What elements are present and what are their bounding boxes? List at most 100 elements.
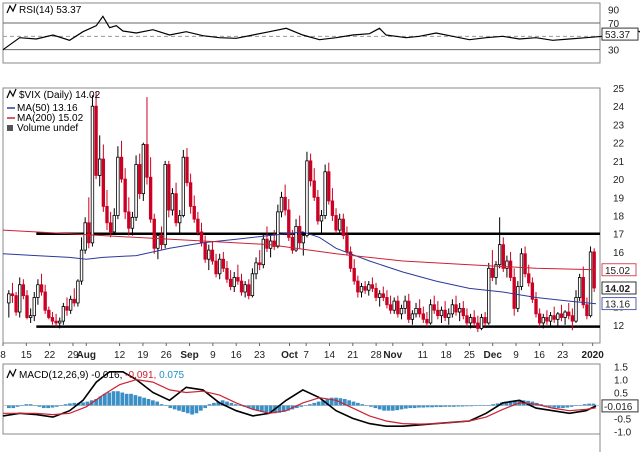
candle-body xyxy=(214,260,218,275)
candle-body xyxy=(385,297,389,306)
candle-body xyxy=(250,273,255,297)
candle-body xyxy=(119,156,124,180)
macd-histogram-bar xyxy=(111,391,116,406)
x-tick-label: 26 xyxy=(161,350,173,361)
candle-body xyxy=(61,306,66,322)
price-tick-label: 23 xyxy=(613,120,625,131)
macd-histogram-bar xyxy=(308,404,312,406)
macd-histogram-bar xyxy=(233,404,238,406)
candle-body xyxy=(152,218,156,249)
candle-body xyxy=(83,222,87,251)
candle-body xyxy=(232,277,236,287)
macd-histogram-bar xyxy=(342,399,347,406)
macd-histogram-bar xyxy=(37,405,42,407)
candle-body xyxy=(559,313,564,318)
macd-histogram-bar xyxy=(68,403,72,406)
macd-histogram-bar xyxy=(94,399,98,406)
candle-body xyxy=(159,235,164,246)
candle-body xyxy=(588,251,593,317)
macd-histogram-bar xyxy=(561,405,565,409)
candle-body xyxy=(261,238,265,266)
macd-header-value: 0.075 xyxy=(159,370,184,381)
macd-histogram-bar xyxy=(417,405,421,408)
candle-body xyxy=(512,277,516,309)
candle-body xyxy=(312,180,316,198)
macd-histogram-bar xyxy=(164,405,168,406)
candle-body xyxy=(552,315,556,320)
candle-body xyxy=(410,313,415,320)
macd-histogram-bar xyxy=(574,405,578,406)
macd-histogram-bar xyxy=(50,405,55,408)
candle-body xyxy=(221,258,226,269)
macd-histogram-bar xyxy=(59,405,64,406)
candle-body xyxy=(7,293,11,304)
candle-body xyxy=(487,267,491,324)
macd-histogram-bar xyxy=(543,405,548,406)
price-tick-label: 19 xyxy=(613,193,625,204)
macd-panel-frame xyxy=(2,363,601,435)
macd-histogram-bar xyxy=(347,400,352,406)
macd-histogram-bar xyxy=(404,405,408,409)
macd-histogram-bar xyxy=(238,405,242,406)
price-panel-frame xyxy=(2,87,601,344)
macd-histogram-bar xyxy=(281,405,286,412)
candle-body xyxy=(577,277,582,298)
candle-body xyxy=(47,309,51,318)
x-tick-label: 19 xyxy=(137,350,149,361)
candle-body xyxy=(228,278,233,287)
candle-body xyxy=(396,300,400,315)
candle-body xyxy=(581,277,585,306)
rsi-tick-label: 70 xyxy=(608,19,620,30)
macd-histogram-bar xyxy=(360,404,365,406)
candle-body xyxy=(483,317,487,324)
price-header: $VIX (Daily) 14.02 xyxy=(19,90,101,101)
macd-histogram-bar xyxy=(20,405,24,406)
ma-line-50 xyxy=(2,231,597,305)
candle-body xyxy=(308,160,313,182)
macd-histogram-bar xyxy=(268,405,273,414)
candle-body xyxy=(563,311,567,318)
candle-body xyxy=(98,158,102,176)
candle-body xyxy=(123,178,127,213)
macd-histogram-bar xyxy=(591,403,596,406)
candle-body xyxy=(501,244,505,269)
candle-body xyxy=(407,300,411,320)
candle-body xyxy=(76,280,80,304)
candle-body xyxy=(101,158,106,207)
macd-histogram-bar xyxy=(316,401,321,406)
candle-body xyxy=(18,284,22,313)
macd-histogram-bar xyxy=(552,405,557,408)
macd-histogram-bar xyxy=(220,400,225,406)
macd-histogram-bar xyxy=(225,401,229,406)
ma-line-200 xyxy=(2,229,597,271)
macd-histogram-bar xyxy=(81,402,85,406)
macd-legend-icon xyxy=(6,368,17,379)
candle-body xyxy=(367,284,371,291)
x-tick-label: Nov xyxy=(383,350,402,361)
macd-signal-line xyxy=(3,378,597,425)
x-tick-label: 15 xyxy=(21,350,33,361)
candle-body xyxy=(323,171,327,216)
candle-body xyxy=(156,235,160,249)
candle-body xyxy=(348,251,353,269)
candle-body xyxy=(345,235,349,253)
candle-body xyxy=(472,317,476,324)
macd-header: MACD(12,26,9) -0.016, -0.091, 0.075 xyxy=(19,370,185,381)
candle-body xyxy=(305,160,309,236)
macd-histogram-bar xyxy=(207,404,212,406)
candle-body xyxy=(541,317,545,324)
macd-histogram-bar xyxy=(582,404,587,406)
candle-body xyxy=(327,171,331,202)
macd-histogram-bar xyxy=(28,404,33,406)
candle-body xyxy=(432,304,436,311)
macd-histogram-bar xyxy=(137,396,142,406)
candle-body xyxy=(258,262,262,266)
candle-body xyxy=(570,315,575,322)
candle-body xyxy=(65,306,69,311)
macd-histogram-bar xyxy=(168,405,173,409)
x-tick-label: 2020 xyxy=(582,350,605,361)
x-tick-label: 12 xyxy=(114,350,126,361)
candle-body xyxy=(148,176,153,220)
candle-body xyxy=(188,182,193,207)
